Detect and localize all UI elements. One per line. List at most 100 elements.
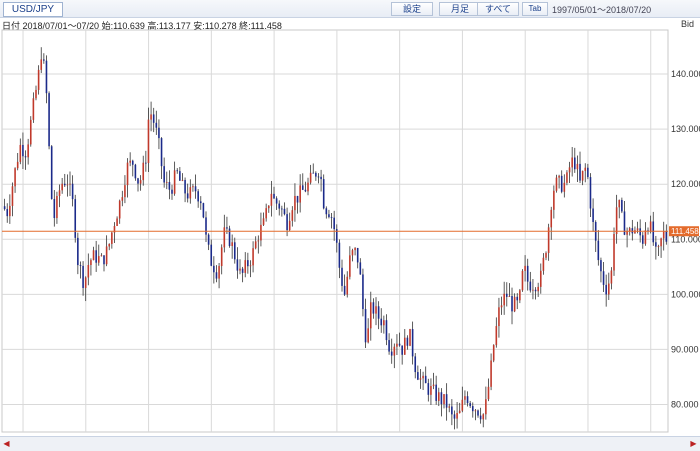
candle-body xyxy=(11,186,14,206)
candle-body xyxy=(422,375,424,379)
candle-body xyxy=(461,399,464,411)
candle-body xyxy=(213,265,215,273)
candle-body xyxy=(576,163,579,170)
scroll-left-arrow-icon[interactable]: ◀ xyxy=(3,439,10,448)
candle-body xyxy=(171,189,173,194)
candle-body xyxy=(417,372,419,380)
candle-body xyxy=(199,201,202,204)
candle-body xyxy=(186,193,189,199)
candle-body xyxy=(505,293,508,297)
candle-body xyxy=(354,247,356,251)
candle-body xyxy=(40,59,43,70)
candle-body xyxy=(516,296,519,301)
tab-button[interactable]: Tab xyxy=(522,2,548,16)
candle-body xyxy=(19,144,22,162)
candle-body xyxy=(526,265,529,282)
candle-body xyxy=(205,217,207,235)
candle-body xyxy=(388,340,390,352)
ohlc-info-line: 日付 2018/07/01～07/20 始:110.639 高:113.177 … xyxy=(2,21,282,31)
currency-pair-tab[interactable]: USD/JPY xyxy=(3,2,63,17)
candle-body xyxy=(529,281,532,291)
y-tick-label: 80.000 xyxy=(671,399,699,409)
candle-body xyxy=(482,414,485,420)
candle-body xyxy=(147,119,150,163)
candle-body xyxy=(61,183,63,191)
candle-body xyxy=(610,270,613,284)
candle-body xyxy=(649,221,652,232)
candle-body xyxy=(613,234,615,271)
candle-body xyxy=(498,307,500,327)
candle-body xyxy=(265,208,267,219)
candle-body xyxy=(312,172,315,174)
candle-body xyxy=(184,179,186,194)
y-tick-label: 110.000 xyxy=(671,234,700,244)
candle-body xyxy=(124,185,126,198)
candle-body xyxy=(406,337,409,346)
top-toolbar: USD/JPY 設定 月足 すべて Tab 1997/05/01～2018/07… xyxy=(0,0,700,18)
candle-body xyxy=(179,171,181,181)
candle-body xyxy=(369,302,372,329)
candle-body xyxy=(118,200,121,219)
candle-body xyxy=(267,205,270,209)
scroll-right-arrow-icon[interactable]: ▶ xyxy=(690,439,697,448)
candle-body xyxy=(210,244,213,266)
candle-body xyxy=(236,259,239,271)
candle-body xyxy=(278,203,281,209)
candle-body xyxy=(623,211,626,235)
candle-body xyxy=(513,296,516,312)
candle-body xyxy=(419,378,422,380)
candle-body xyxy=(634,230,636,234)
candle-body xyxy=(273,193,275,199)
candle-body xyxy=(137,178,139,184)
all-range-button[interactable]: すべて xyxy=(477,2,519,16)
time-scrollbar[interactable]: ◀ ▶ xyxy=(0,436,700,451)
candle-body xyxy=(346,276,349,295)
candle-body xyxy=(103,255,105,265)
candle-body xyxy=(414,356,417,373)
candle-body xyxy=(409,329,411,346)
candle-body xyxy=(121,197,124,201)
candle-body xyxy=(82,265,84,288)
candle-body xyxy=(286,214,288,231)
candle-body xyxy=(226,227,228,229)
candle-body xyxy=(134,164,137,179)
candle-body xyxy=(165,181,168,183)
candle-body xyxy=(545,252,547,258)
candle-body xyxy=(445,394,448,408)
candle-body xyxy=(657,246,660,248)
candle-body xyxy=(69,183,71,185)
candle-body xyxy=(322,179,325,209)
y-tick-label: 120.000 xyxy=(671,179,700,189)
candle-body xyxy=(456,412,458,419)
monthly-button[interactable]: 月足 xyxy=(439,2,481,16)
settings-button[interactable]: 設定 xyxy=(391,2,433,16)
candle-body xyxy=(139,180,142,184)
candle-body xyxy=(521,270,524,291)
candle-body xyxy=(380,318,383,326)
candle-body xyxy=(29,119,32,145)
candle-body xyxy=(652,221,655,243)
candle-body xyxy=(503,293,505,306)
candle-body xyxy=(597,240,600,261)
candle-body xyxy=(22,144,24,157)
candle-body xyxy=(524,265,526,271)
candle-body xyxy=(239,268,241,271)
candle-body xyxy=(662,231,665,239)
candle-body xyxy=(532,289,534,291)
candle-body xyxy=(228,228,231,247)
candle-body xyxy=(385,320,388,341)
candle-body xyxy=(553,190,555,210)
candle-body xyxy=(458,410,461,413)
candle-body xyxy=(466,396,469,404)
candle-body xyxy=(53,199,56,219)
candle-body xyxy=(453,414,456,419)
candle-body xyxy=(333,217,335,230)
candle-body xyxy=(197,191,199,202)
y-tick-label: 100.000 xyxy=(671,289,700,299)
candle-body xyxy=(9,205,11,217)
candle-body xyxy=(335,229,338,243)
candle-body xyxy=(487,386,490,400)
candle-body xyxy=(6,209,9,217)
candle-body xyxy=(440,392,443,405)
